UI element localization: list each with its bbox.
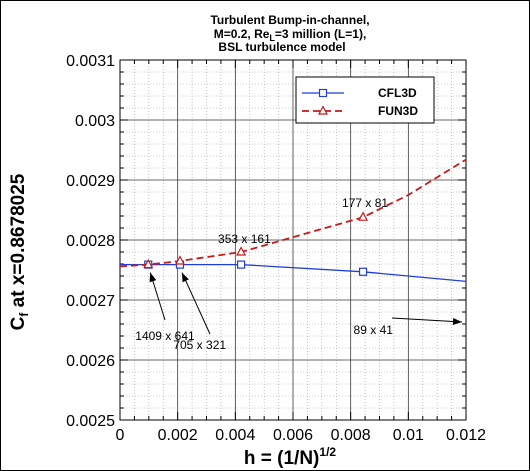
data-point-fun3d — [174, 255, 185, 265]
annotation-label: 353 x 161 — [218, 232, 271, 246]
annotation-arrow-line — [391, 317, 463, 323]
legend-box — [295, 76, 435, 124]
axis-ticks — [119, 59, 467, 421]
annotation-arrow — [391, 317, 463, 325]
data-point-cfl3d — [358, 267, 368, 276]
legend-label-cfl3d: CFL3D — [378, 86, 417, 100]
title-line-2: M=0.2, ReL=3 million (L=1), — [214, 27, 367, 43]
x-axis-label-superscript: 1/2 — [319, 445, 336, 459]
annotation-arrow-head — [452, 317, 462, 325]
y-tick-label: 0.0025 — [66, 413, 115, 430]
x-tick-label: 0.002 — [158, 427, 198, 444]
x-tick-label: 0.01 — [393, 427, 424, 444]
title-line-2-part-b: =3 million (L=1), — [275, 27, 366, 41]
y-tick-label: 0.003 — [75, 113, 115, 130]
x-tick-label: 0.008 — [331, 427, 371, 444]
y-tick-label: 0.0028 — [66, 233, 115, 250]
title-line-1: Turbulent Bump-in-channel, — [210, 13, 369, 27]
y-tick-label: 0.0031 — [66, 53, 115, 70]
annotation-arrow-head — [149, 272, 157, 283]
legend-marker-cfl3d — [318, 88, 328, 98]
x-tick-label: 0.006 — [273, 427, 313, 444]
legend: CFL3D FUN3D — [295, 76, 435, 124]
x-tick-label: 0.012 — [446, 427, 486, 444]
annotation-label: 177 x 81 — [342, 196, 388, 210]
annotation-arrow-line — [181, 272, 211, 335]
y-axis-label-rest: at x=0.8678025 — [8, 173, 29, 312]
legend-item-cfl3d: CFL3D — [302, 86, 417, 100]
annotation-label: 705 x 321 — [173, 338, 226, 352]
annotation-arrow — [149, 272, 166, 321]
annotation-arrow-head — [181, 272, 189, 283]
legend-items: CFL3D FUN3D — [302, 86, 418, 118]
series-fun3d — [119, 158, 467, 269]
data-point-fun3d — [236, 246, 247, 256]
y-tick-label: 0.0027 — [66, 293, 115, 310]
y-tick-label: 0.0026 — [66, 353, 115, 370]
y-axis-label-subscript: f — [17, 312, 31, 317]
data-point-fun3d — [143, 258, 154, 269]
data-series — [119, 158, 467, 283]
legend-marker-fun3d — [318, 105, 328, 115]
title-line-3: BSL turbulence model — [218, 40, 345, 54]
data-point-cfl3d — [237, 260, 246, 269]
y-axis-label-main: C — [8, 316, 29, 330]
x-tick-label: 0.004 — [215, 427, 255, 444]
annotation-label: 89 x 41 — [354, 323, 394, 337]
x-axis-label-main: h = (1/N) — [244, 448, 319, 469]
title-line-2-part-a: M=0.2, Re — [214, 27, 270, 41]
x-axis-label: h = (1/N)1/2 — [244, 445, 336, 469]
annotation-arrow — [181, 272, 211, 335]
legend-label-fun3d: FUN3D — [378, 104, 418, 118]
annotation-label: 1409 x 641 — [135, 329, 195, 343]
data-point-fun3d — [358, 211, 369, 221]
y-tick-labels: 0.0025 0.0026 0.0027 0.0028 0.0029 0.003 0.003… — [66, 53, 115, 430]
legend-item-fun3d: FUN3D — [302, 104, 418, 118]
title-line-2-subscript: L — [269, 33, 275, 43]
chart-title: Turbulent Bump-in-channel, M=0.2, ReL=3 … — [210, 13, 369, 54]
x-tick-labels: 0 0.002 0.004 0.006 0.008 0.01 0.012 — [116, 427, 487, 444]
x-tick-label: 0 — [116, 427, 125, 444]
y-axis-label: Cf at x=0.8678025 — [8, 173, 31, 330]
y-tick-label: 0.0029 — [66, 173, 115, 190]
